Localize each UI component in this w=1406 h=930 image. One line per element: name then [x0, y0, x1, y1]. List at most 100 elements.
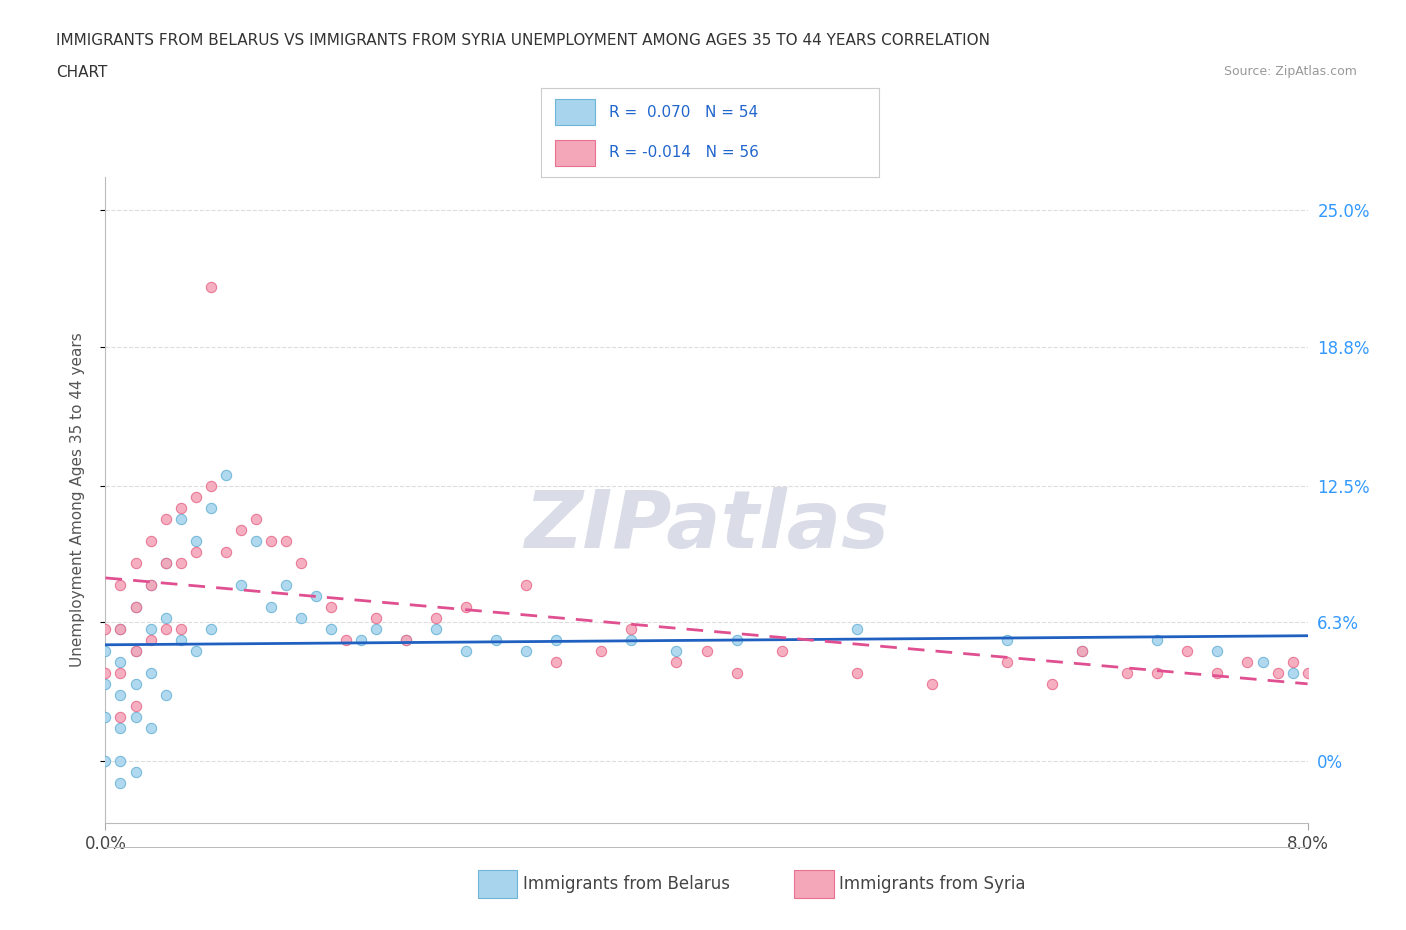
- Point: [214, 544, 236, 559]
- Point: [229, 523, 252, 538]
- Point: [139, 533, 162, 548]
- Point: [1296, 666, 1319, 681]
- Point: [200, 621, 222, 636]
- Point: [845, 666, 868, 681]
- Point: [515, 578, 537, 592]
- Text: Immigrants from Syria: Immigrants from Syria: [839, 875, 1026, 894]
- Point: [139, 721, 162, 736]
- Point: [155, 687, 177, 702]
- Point: [155, 555, 177, 570]
- Point: [425, 610, 447, 625]
- Point: [1281, 666, 1303, 681]
- Point: [124, 644, 146, 658]
- Bar: [555, 99, 595, 126]
- Text: Source: ZipAtlas.com: Source: ZipAtlas.com: [1223, 65, 1357, 78]
- Point: [245, 533, 267, 548]
- Point: [921, 677, 943, 692]
- Point: [110, 621, 132, 636]
- Point: [1206, 666, 1229, 681]
- Point: [124, 555, 146, 570]
- Point: [995, 632, 1018, 647]
- Point: [1206, 644, 1229, 658]
- Point: [290, 555, 312, 570]
- Point: [591, 644, 613, 658]
- Point: [395, 632, 418, 647]
- Point: [110, 754, 132, 769]
- Point: [364, 610, 387, 625]
- Point: [1146, 666, 1168, 681]
- Point: [1116, 666, 1139, 681]
- Point: [184, 644, 207, 658]
- Point: [169, 512, 191, 526]
- Y-axis label: Unemployment Among Ages 35 to 44 years: Unemployment Among Ages 35 to 44 years: [70, 333, 84, 667]
- Point: [546, 655, 568, 670]
- Point: [124, 600, 146, 615]
- Point: [155, 555, 177, 570]
- Point: [260, 600, 283, 615]
- Point: [124, 677, 146, 692]
- Point: [110, 710, 132, 724]
- Point: [1040, 677, 1063, 692]
- Point: [515, 644, 537, 658]
- Point: [305, 589, 328, 604]
- Point: [169, 621, 191, 636]
- Point: [214, 467, 236, 482]
- Point: [155, 610, 177, 625]
- Point: [1146, 632, 1168, 647]
- Point: [665, 655, 688, 670]
- Point: [696, 644, 718, 658]
- Point: [200, 500, 222, 515]
- Point: [546, 632, 568, 647]
- Point: [110, 687, 132, 702]
- Point: [1281, 655, 1303, 670]
- Point: [169, 555, 191, 570]
- Point: [110, 776, 132, 790]
- Point: [110, 666, 132, 681]
- Text: Immigrants from Belarus: Immigrants from Belarus: [523, 875, 730, 894]
- Text: ZIPatlas: ZIPatlas: [524, 486, 889, 565]
- Point: [245, 512, 267, 526]
- Point: [620, 632, 643, 647]
- Text: IMMIGRANTS FROM BELARUS VS IMMIGRANTS FROM SYRIA UNEMPLOYMENT AMONG AGES 35 TO 4: IMMIGRANTS FROM BELARUS VS IMMIGRANTS FR…: [56, 33, 990, 47]
- Point: [290, 610, 312, 625]
- Text: CHART: CHART: [56, 65, 108, 80]
- Point: [485, 632, 508, 647]
- Point: [725, 666, 748, 681]
- Point: [110, 621, 132, 636]
- Point: [319, 600, 342, 615]
- Point: [364, 621, 387, 636]
- Text: R =  0.070   N = 54: R = 0.070 N = 54: [609, 105, 758, 120]
- Point: [350, 632, 373, 647]
- Point: [94, 621, 117, 636]
- Point: [124, 764, 146, 779]
- Point: [139, 632, 162, 647]
- Point: [1236, 655, 1258, 670]
- Point: [124, 644, 146, 658]
- Point: [124, 698, 146, 713]
- Point: [1071, 644, 1094, 658]
- Point: [1175, 644, 1198, 658]
- Point: [124, 600, 146, 615]
- Bar: [555, 140, 595, 166]
- Point: [139, 578, 162, 592]
- Point: [124, 710, 146, 724]
- Point: [94, 710, 117, 724]
- Point: [169, 500, 191, 515]
- Point: [1267, 666, 1289, 681]
- Text: R = -0.014   N = 56: R = -0.014 N = 56: [609, 145, 759, 160]
- Point: [94, 666, 117, 681]
- Point: [139, 666, 162, 681]
- Point: [155, 512, 177, 526]
- Point: [1071, 644, 1094, 658]
- Point: [620, 621, 643, 636]
- Point: [110, 578, 132, 592]
- Point: [725, 632, 748, 647]
- Point: [155, 621, 177, 636]
- Point: [454, 600, 477, 615]
- Point: [94, 754, 117, 769]
- Point: [229, 578, 252, 592]
- Point: [200, 478, 222, 493]
- Point: [94, 644, 117, 658]
- Point: [200, 280, 222, 295]
- Point: [770, 644, 793, 658]
